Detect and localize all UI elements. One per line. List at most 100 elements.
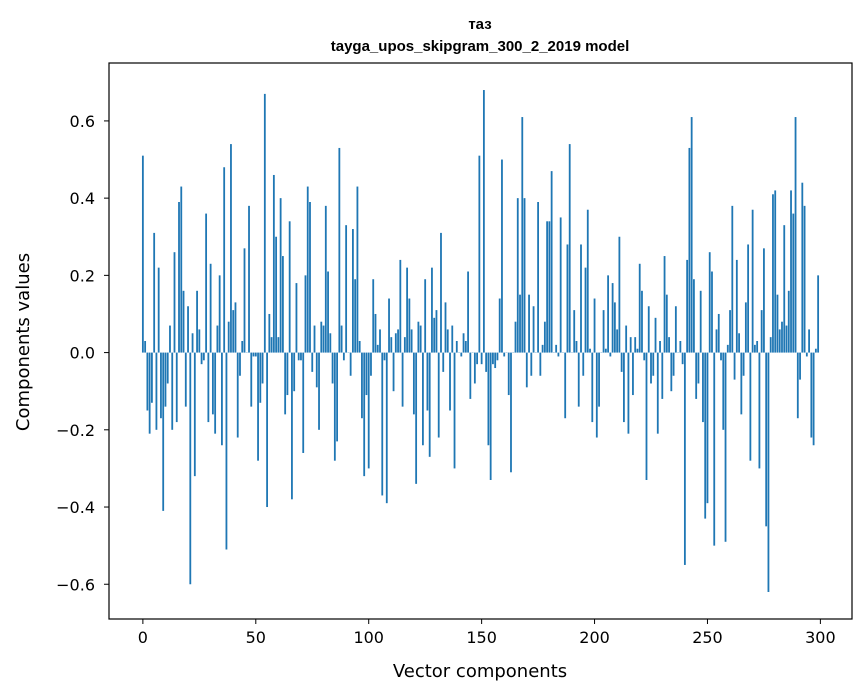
y-tick-label: 0.6 <box>70 112 95 131</box>
bar <box>663 256 666 353</box>
bar <box>196 290 198 353</box>
bar <box>744 302 747 353</box>
bar <box>306 186 309 353</box>
bar <box>519 294 521 353</box>
bar <box>178 202 180 353</box>
bar <box>193 352 196 477</box>
x-axis-label: Vector components <box>393 661 567 682</box>
bar <box>422 352 424 446</box>
y-axis-ticks: −0.6 −0.4 −0.2 0.0 0.2 0.4 0.6 <box>56 112 109 594</box>
bar <box>530 352 533 376</box>
bar <box>379 329 381 353</box>
bar <box>349 352 352 376</box>
bar <box>322 325 325 353</box>
bar <box>291 352 293 500</box>
bar <box>252 352 255 357</box>
bar <box>643 352 646 361</box>
bar <box>476 352 479 365</box>
bar <box>618 236 621 353</box>
bar <box>510 352 512 473</box>
bar <box>485 352 488 372</box>
bar <box>494 352 497 369</box>
bar <box>713 352 716 546</box>
bar <box>435 310 438 353</box>
bar <box>717 313 720 353</box>
bar <box>385 352 388 504</box>
bar <box>641 290 643 353</box>
bar <box>218 275 221 353</box>
bar <box>372 279 375 353</box>
bar <box>157 267 160 353</box>
bar <box>686 259 689 353</box>
chart-title: таз <box>468 16 491 33</box>
bar <box>528 294 530 353</box>
bar <box>747 244 750 353</box>
bar <box>539 352 542 376</box>
bar <box>792 213 795 353</box>
bar <box>715 329 718 353</box>
bar <box>593 298 596 353</box>
bar <box>541 344 544 353</box>
bar <box>288 221 291 353</box>
chart-subtitle: tayga_upos_skipgram_300_2_2019 model <box>331 38 630 55</box>
bar <box>223 167 226 353</box>
bar <box>275 236 278 353</box>
bar <box>187 306 189 353</box>
bar <box>774 190 777 353</box>
bar <box>690 117 693 353</box>
bar <box>455 341 458 353</box>
bar <box>525 352 528 388</box>
bar <box>406 267 409 353</box>
bar <box>189 352 192 585</box>
bar <box>722 352 725 430</box>
bar <box>559 217 562 353</box>
bar <box>313 325 316 353</box>
bar <box>656 352 659 434</box>
bar <box>514 321 517 353</box>
bar <box>760 310 763 353</box>
bar <box>492 352 494 365</box>
bar <box>720 352 722 361</box>
bar <box>480 352 483 365</box>
bar <box>155 352 158 430</box>
bar <box>351 229 354 353</box>
bar <box>254 352 257 357</box>
bar <box>498 298 501 353</box>
bar <box>607 275 610 353</box>
bar <box>674 306 677 353</box>
bar <box>144 341 147 353</box>
bar <box>279 198 282 353</box>
bar <box>564 352 567 419</box>
bar <box>645 352 648 480</box>
bar <box>652 352 655 376</box>
bar <box>151 352 153 403</box>
bar <box>431 267 433 353</box>
bar <box>442 352 445 372</box>
bar <box>638 263 641 353</box>
bar <box>340 325 343 353</box>
bar <box>532 306 535 353</box>
bar <box>367 352 370 469</box>
bar <box>284 352 287 415</box>
bar <box>449 352 451 411</box>
bar <box>573 310 576 353</box>
bar <box>516 198 519 353</box>
bar <box>184 352 187 407</box>
bar <box>315 352 318 388</box>
bar <box>162 352 165 511</box>
x-tick-label: 300 <box>805 628 836 647</box>
bar <box>625 325 628 353</box>
bar <box>473 352 476 384</box>
bar <box>616 329 619 353</box>
bar <box>613 302 616 353</box>
bar <box>370 352 372 376</box>
bar <box>591 352 594 423</box>
bar <box>577 352 580 407</box>
bar <box>611 283 614 353</box>
bar <box>598 352 600 407</box>
bar <box>297 352 300 361</box>
bar <box>589 348 591 353</box>
bar <box>803 205 806 353</box>
bar <box>733 352 736 380</box>
bar <box>507 352 510 396</box>
